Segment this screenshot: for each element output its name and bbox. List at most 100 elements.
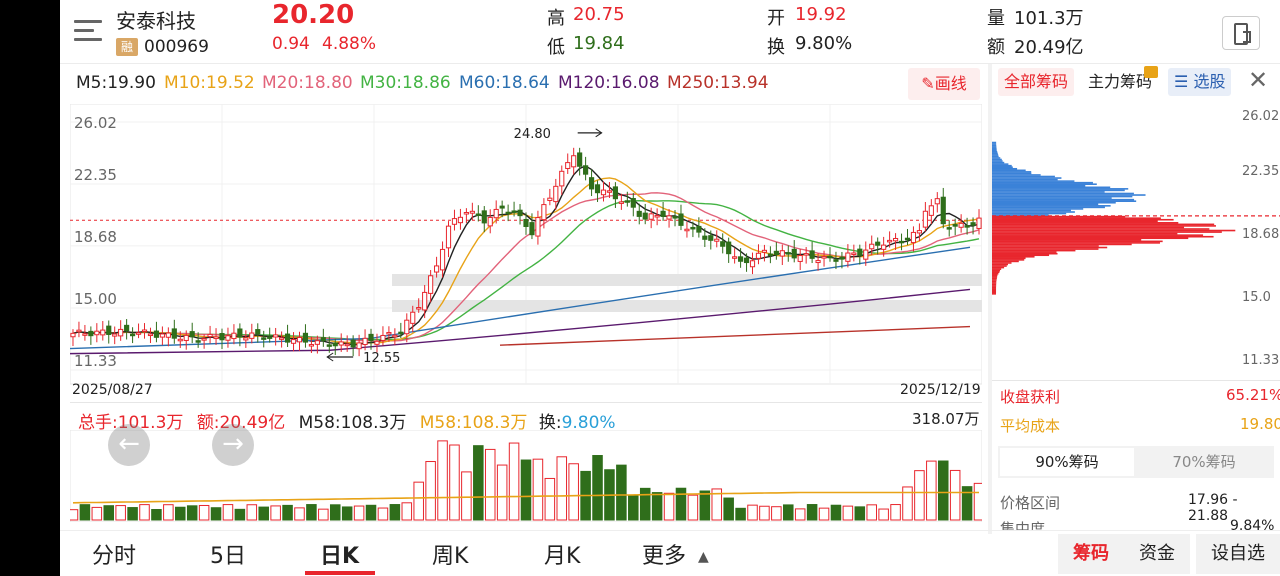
chip-bar-loss: [992, 254, 1050, 257]
chip-bar-loss: [992, 279, 997, 281]
candle-body: [553, 185, 559, 203]
chip-bar-profit: [992, 181, 1093, 184]
chip-bar-profit: [992, 172, 1032, 175]
draw-line-button[interactable]: ✎画线: [908, 68, 980, 100]
chip-bar-loss: [992, 289, 997, 292]
tab-90-chips[interactable]: 90%筹码: [1000, 448, 1134, 476]
candle-body: [511, 210, 517, 213]
volume-bar: [353, 505, 365, 521]
chip-bar-profit: [992, 154, 999, 156]
chip-bar-loss: [992, 276, 998, 278]
chip-bar-loss: [992, 249, 1076, 252]
arrow-left-icon[interactable]: ←: [108, 424, 150, 466]
volume-bar: [592, 455, 603, 521]
chip-bar-profit: [992, 191, 1105, 193]
close-icon[interactable]: ✕: [1248, 66, 1269, 94]
high-value: 20.75: [573, 4, 625, 25]
candle-body: [946, 227, 952, 230]
menu-icon[interactable]: [74, 20, 102, 42]
landscape-toggle-icon[interactable]: [1222, 16, 1260, 50]
turnover-value: 9.80%: [795, 33, 853, 54]
chip-bar-profit: [992, 160, 1003, 162]
candle-body: [910, 231, 917, 244]
price-range-label: 价格区间: [1000, 494, 1061, 512]
caret-up-icon: ▲: [698, 549, 709, 565]
chip-bar-loss: [992, 251, 1057, 253]
tab-daily-k[interactable]: 日K: [320, 544, 360, 569]
candle-body: [141, 329, 148, 332]
arrow-right-icon[interactable]: →: [212, 424, 254, 466]
chip-bar-loss: [992, 266, 1005, 269]
chip-bar-loss: [992, 243, 1132, 246]
y-tick-label: 11.33: [74, 352, 117, 370]
stock-picker-button[interactable]: ☰ 选股: [1168, 68, 1232, 96]
candle-body: [350, 339, 356, 348]
tab-all-chips[interactable]: 全部筹码: [998, 68, 1075, 96]
chip-bar-loss: [992, 288, 997, 291]
volume-max: 318.07万: [912, 410, 980, 428]
funds-button[interactable]: 资金: [1124, 534, 1190, 574]
candle-body: [463, 212, 469, 215]
candle-body: [279, 337, 285, 340]
chip-bar-profit: [992, 186, 1111, 189]
candle-body: [815, 260, 821, 264]
profit-value: 65.21%: [1226, 386, 1280, 404]
volume-bar: [544, 477, 556, 521]
chip-bar-profit: [992, 174, 1041, 176]
tab-5day[interactable]: 5日: [210, 544, 246, 569]
tab-more[interactable]: 更多 ▲: [642, 544, 709, 569]
volume-bar: [842, 505, 854, 521]
volume-bar: [484, 448, 496, 521]
candlestick-chart[interactable]: 26.02 22.35 18.68 15.00 11.33 24.80 12.55: [70, 104, 982, 400]
volume-bar: [318, 508, 329, 521]
ma120-line: [70, 288, 971, 355]
chip-bar-profit: [992, 188, 1129, 190]
candle-body: [124, 324, 130, 332]
low-marker-label: 12.55: [363, 351, 400, 366]
candle-body: [70, 332, 76, 338]
volume-bar: [258, 506, 269, 521]
volume-bar: [568, 463, 579, 521]
volume-bar: [926, 460, 937, 521]
volume-bar: [365, 504, 377, 521]
volume-bar: [854, 506, 866, 521]
candle-body: [344, 343, 350, 347]
volume-bar: [937, 460, 949, 521]
candle-body: [702, 235, 708, 240]
volume-bar: [210, 507, 222, 521]
low-arrow-head: [326, 352, 334, 362]
chip-bar-profit: [992, 164, 1012, 167]
candle-body: [487, 216, 493, 227]
tab-monthly-k[interactable]: 月K: [544, 544, 581, 569]
chip-bar-profit: [992, 150, 998, 153]
candle-body: [219, 333, 225, 341]
tab-70-chips[interactable]: 70%筹码: [1172, 453, 1236, 471]
ma30-label: M30:18.86: [360, 73, 451, 93]
chip-bar-loss: [992, 280, 997, 283]
chip-bar-loss: [992, 248, 1099, 250]
candle-body: [398, 331, 404, 335]
chip-y-tick: 15.0: [1242, 290, 1271, 305]
volume-bar: [687, 494, 699, 521]
candle-body: [928, 205, 934, 216]
candle-body: [499, 205, 505, 209]
chip-bar-profit: [992, 197, 1112, 199]
candle-body: [118, 328, 124, 337]
candle-body: [213, 336, 219, 340]
tab-main-chips[interactable]: 主力筹码: [1088, 72, 1153, 91]
ma250-line: [499, 325, 971, 346]
candle-body: [845, 252, 851, 262]
volume-bar: [389, 504, 401, 521]
candle-body: [827, 255, 833, 259]
add-watchlist-button[interactable]: 设自选: [1196, 534, 1280, 574]
tab-weekly-k[interactable]: 周K: [432, 544, 469, 569]
tab-intraday[interactable]: 分时: [92, 544, 137, 569]
candle-body: [749, 260, 756, 268]
volume-chart[interactable]: [70, 430, 982, 522]
candle-body: [88, 330, 94, 337]
chips-button[interactable]: 筹码: [1058, 534, 1124, 574]
candle-body: [332, 342, 338, 347]
price-change-pct: 4.88%: [322, 34, 377, 54]
candle-body: [624, 200, 630, 203]
volume-bar: [711, 488, 723, 521]
